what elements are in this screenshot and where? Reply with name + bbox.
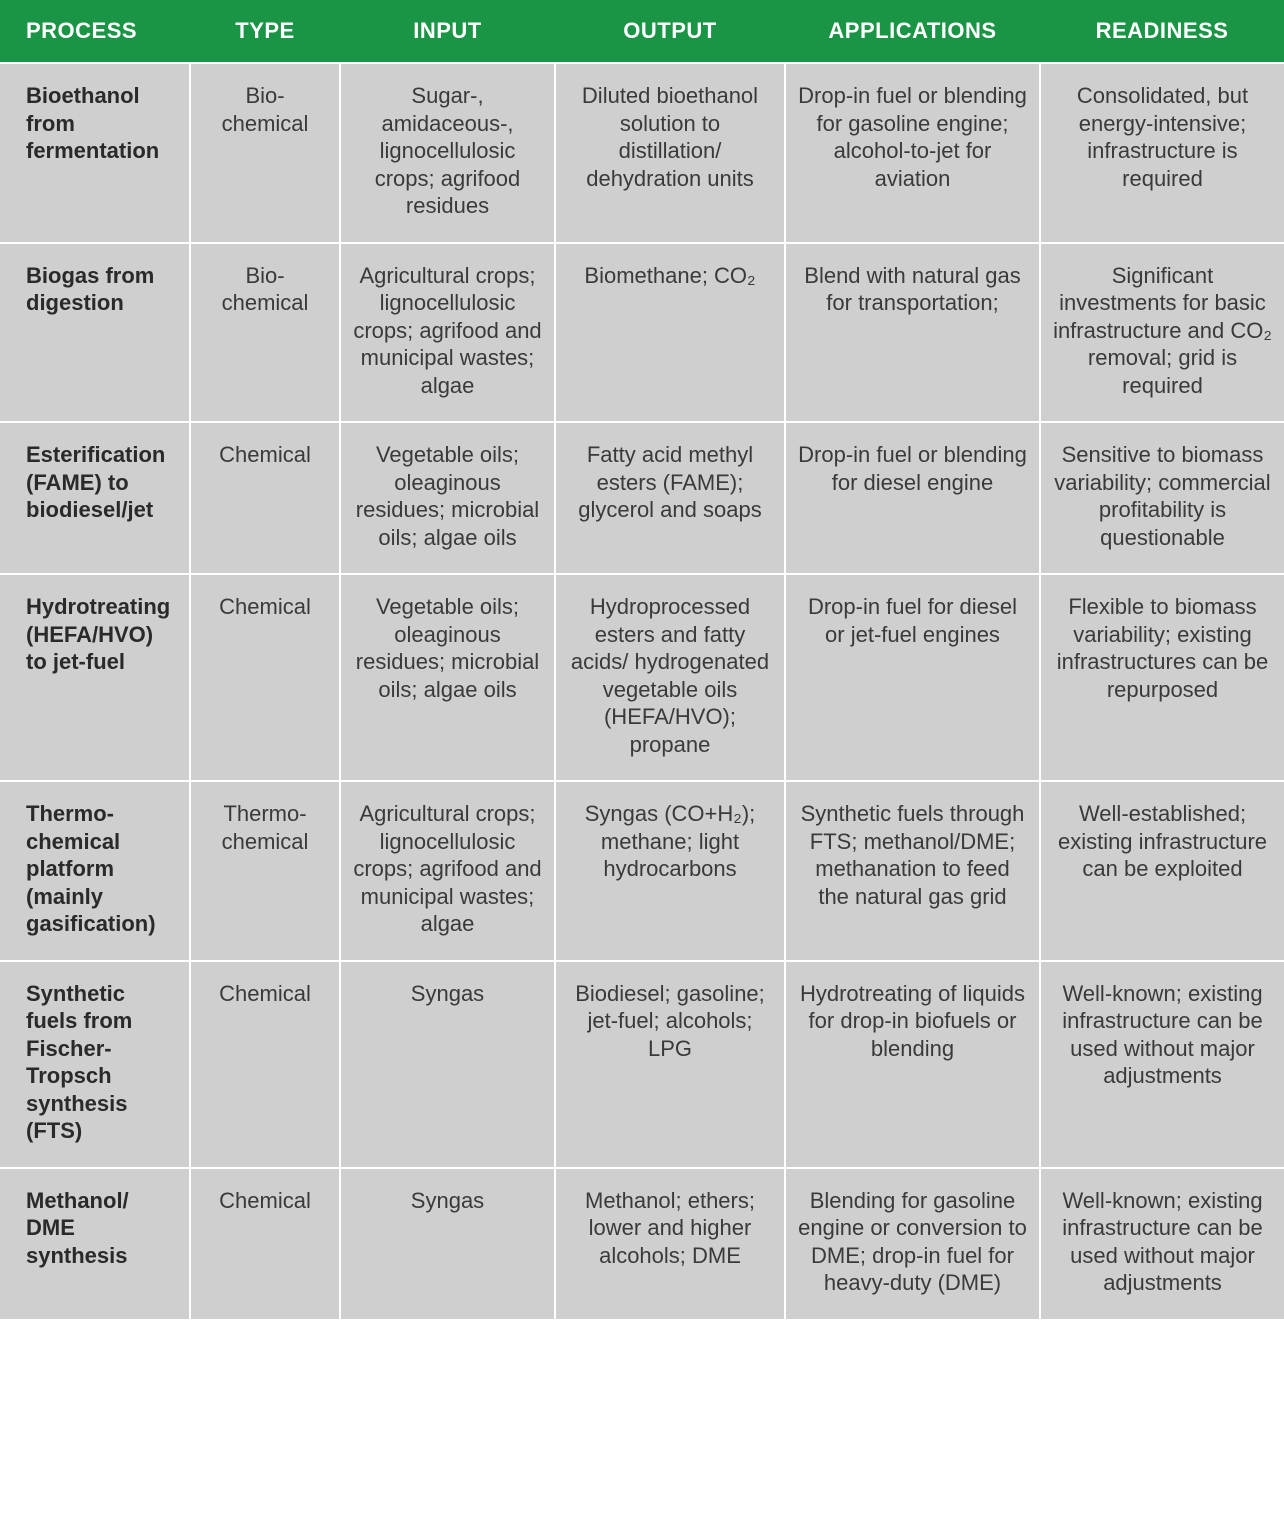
- cell-process: Methanol/ DME synthesis: [0, 1168, 190, 1319]
- table-row: Bioethanol from fermentation Bio-chemica…: [0, 63, 1284, 243]
- cell-input: Syngas: [340, 961, 555, 1168]
- cell-input: Syngas: [340, 1168, 555, 1319]
- col-header-applications: APPLICATIONS: [785, 0, 1040, 63]
- cell-type: Chemical: [190, 961, 340, 1168]
- cell-readiness: Well-known; existing infrastructure can …: [1040, 1168, 1284, 1319]
- cell-type: Bio-chemical: [190, 63, 340, 243]
- col-header-readiness: READINESS: [1040, 0, 1284, 63]
- table-row: Esterification (FAME) to biodiesel/jet C…: [0, 422, 1284, 574]
- cell-output: Biomethane; CO₂: [555, 243, 785, 423]
- cell-output: Syngas (CO+H₂); methane; light hydrocarb…: [555, 781, 785, 961]
- cell-output: Hydroprocessed esters and fatty acids/ h…: [555, 574, 785, 781]
- cell-process: Biogas from digestion: [0, 243, 190, 423]
- table-row: Biogas from digestion Bio-chemical Agric…: [0, 243, 1284, 423]
- col-header-type: TYPE: [190, 0, 340, 63]
- cell-type: Bio-chemical: [190, 243, 340, 423]
- cell-output: Diluted bioethanol solution to distillat…: [555, 63, 785, 243]
- table-row: Synthetic fuels from Fischer-Tropsch syn…: [0, 961, 1284, 1168]
- table-row: Hydrotreating (HEFA/HVO) to jet-fuel Che…: [0, 574, 1284, 781]
- cell-readiness: Significant investments for basic infras…: [1040, 243, 1284, 423]
- cell-input: Vegetable oils; oleaginous residues; mic…: [340, 422, 555, 574]
- col-header-process: PROCESS: [0, 0, 190, 63]
- cell-input: Agricultural crops; lignocellulosic crop…: [340, 781, 555, 961]
- cell-process: Synthetic fuels from Fischer-Tropsch syn…: [0, 961, 190, 1168]
- cell-readiness: Sensitive to biomass variability; commer…: [1040, 422, 1284, 574]
- table-body: Bioethanol from fermentation Bio-chemica…: [0, 63, 1284, 1319]
- cell-output: Fatty acid methyl esters (FAME); glycero…: [555, 422, 785, 574]
- table-row: Methanol/ DME synthesis Chemical Syngas …: [0, 1168, 1284, 1319]
- biofuel-processes-table: PROCESS TYPE INPUT OUTPUT APPLICATIONS R…: [0, 0, 1284, 1319]
- cell-process: Hydrotreating (HEFA/HVO) to jet-fuel: [0, 574, 190, 781]
- cell-applications: Drop-in fuel or blending for gasoline en…: [785, 63, 1040, 243]
- cell-input: Sugar-, amidaceous-, lignocellulosic cro…: [340, 63, 555, 243]
- cell-type: Chemical: [190, 1168, 340, 1319]
- cell-readiness: Flexible to biomass variability; existin…: [1040, 574, 1284, 781]
- cell-applications: Drop-in fuel or blending for diesel engi…: [785, 422, 1040, 574]
- cell-output: Methanol; ethers; lower and higher alcoh…: [555, 1168, 785, 1319]
- cell-applications: Drop-in fuel for diesel or jet-fuel engi…: [785, 574, 1040, 781]
- cell-applications: Hydrotreating of liquids for drop-in bio…: [785, 961, 1040, 1168]
- cell-readiness: Consolidated, but energy-intensive; infr…: [1040, 63, 1284, 243]
- col-header-output: OUTPUT: [555, 0, 785, 63]
- table-header: PROCESS TYPE INPUT OUTPUT APPLICATIONS R…: [0, 0, 1284, 63]
- cell-readiness: Well-known; existing infrastructure can …: [1040, 961, 1284, 1168]
- cell-applications: Blending for gasoline engine or conversi…: [785, 1168, 1040, 1319]
- col-header-input: INPUT: [340, 0, 555, 63]
- cell-input: Agricultural crops; lignocellulosic crop…: [340, 243, 555, 423]
- table-row: Thermo-chemical platform (mainly gasific…: [0, 781, 1284, 961]
- cell-process: Esterification (FAME) to biodiesel/jet: [0, 422, 190, 574]
- cell-type: Thermo-chemical: [190, 781, 340, 961]
- biofuel-processes-table-container: PROCESS TYPE INPUT OUTPUT APPLICATIONS R…: [0, 0, 1284, 1319]
- cell-output: Biodiesel; gasoline; jet-fuel; alcohols;…: [555, 961, 785, 1168]
- cell-input: Vegetable oils; oleaginous residues; mic…: [340, 574, 555, 781]
- cell-process: Bioethanol from fermentation: [0, 63, 190, 243]
- cell-type: Chemical: [190, 422, 340, 574]
- cell-type: Chemical: [190, 574, 340, 781]
- cell-readiness: Well-established; existing infrastructur…: [1040, 781, 1284, 961]
- cell-applications: Synthetic fuels through FTS; methanol/DM…: [785, 781, 1040, 961]
- cell-process: Thermo-chemical platform (mainly gasific…: [0, 781, 190, 961]
- cell-applications: Blend with natural gas for transportatio…: [785, 243, 1040, 423]
